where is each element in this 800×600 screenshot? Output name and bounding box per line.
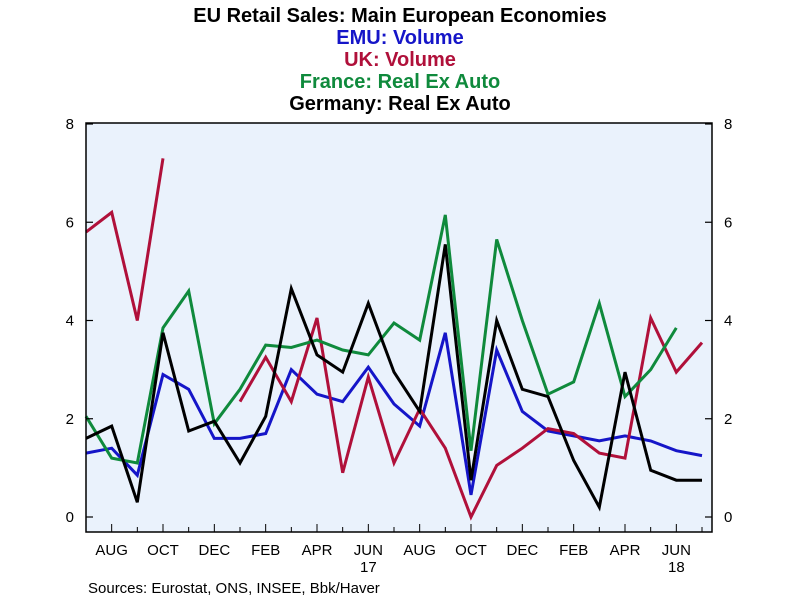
x-tick-year-label: 18 <box>668 559 685 576</box>
y-tick-label-right: 8 <box>724 116 732 133</box>
y-tick-label-left: 6 <box>66 214 74 231</box>
x-tick-label: OCT <box>147 542 179 559</box>
x-tick-label: AUG <box>403 542 436 559</box>
chart-subtitle: EMU: Volume <box>336 27 463 49</box>
chart-subtitle: France: Real Ex Auto <box>300 71 500 93</box>
y-tick-label-right: 2 <box>724 411 732 428</box>
series-layer <box>84 158 704 521</box>
chart-subtitle: UK: Volume <box>344 49 456 71</box>
x-tick-label: APR <box>302 542 333 559</box>
y-tick-label-right: 4 <box>724 313 732 330</box>
series-line-germany-real-ex-auto <box>85 244 702 512</box>
series-line-emu-volume <box>85 332 703 496</box>
x-tick-label: FEB <box>559 542 588 559</box>
x-tick-label: FEB <box>251 542 280 559</box>
plot-frame <box>85 122 713 533</box>
y-tick-label-left: 2 <box>66 411 74 428</box>
chart-title: EU Retail Sales: Main European Economies <box>193 5 606 27</box>
x-tick-label: DEC <box>198 542 230 559</box>
x-tick-label: JUN <box>354 542 383 559</box>
y-tick-label-left: 4 <box>66 313 74 330</box>
x-tick-label: APR <box>610 542 641 559</box>
series-line-uk-volume <box>85 158 704 521</box>
x-tick-label: DEC <box>506 542 538 559</box>
x-tick-label: OCT <box>455 542 487 559</box>
x-tick-label: AUG <box>95 542 128 559</box>
y-tick-label-left: 0 <box>66 509 74 526</box>
x-tick-year-label: 17 <box>360 559 377 576</box>
y-tick-label-right: 0 <box>724 509 732 526</box>
source-note: Sources: Eurostat, ONS, INSEE, Bbk/Haver <box>88 580 380 597</box>
y-tick-label-left: 8 <box>66 116 74 133</box>
chart-subtitle: Germany: Real Ex Auto <box>289 93 511 115</box>
x-tick-label: JUN <box>662 542 691 559</box>
y-tick-label-right: 6 <box>724 214 732 231</box>
